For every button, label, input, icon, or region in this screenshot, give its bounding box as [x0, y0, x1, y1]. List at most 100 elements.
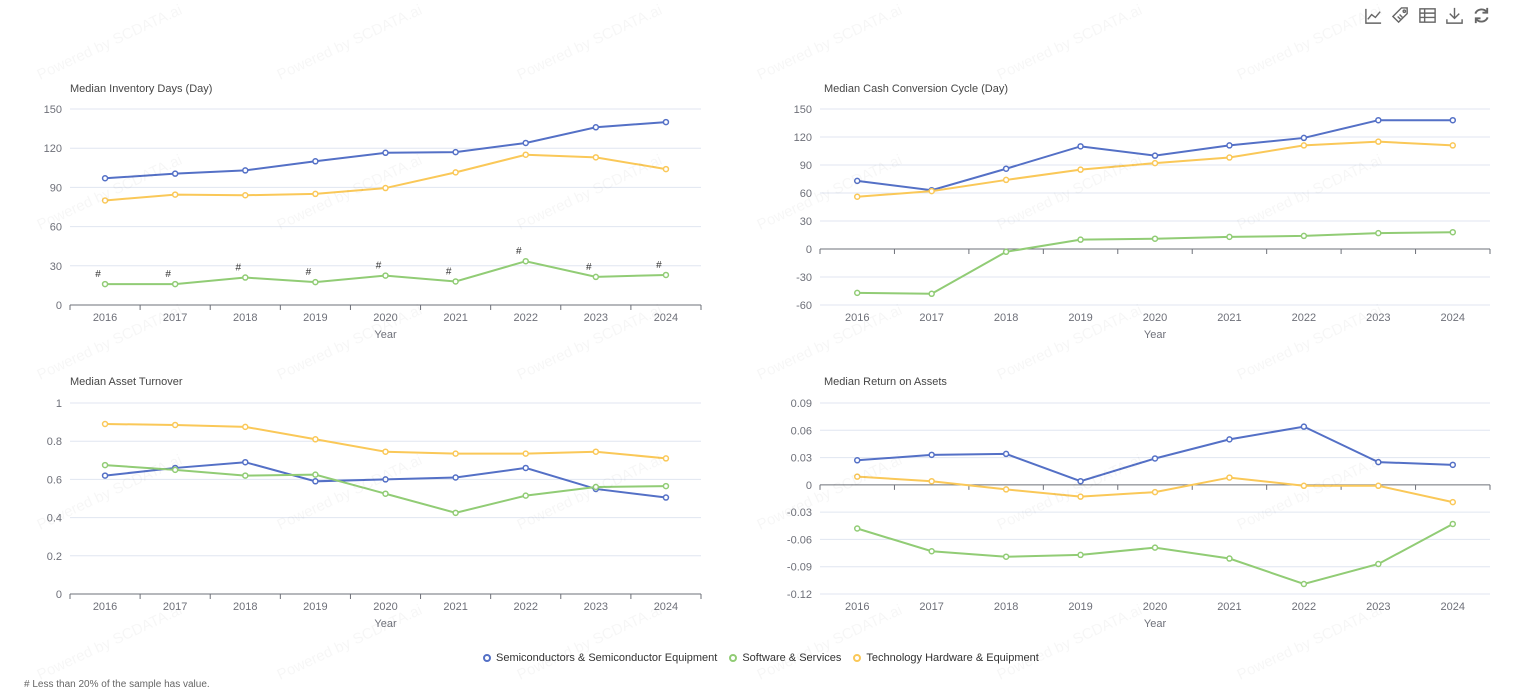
data-point [1226, 154, 1233, 161]
legend-item-software[interactable]: Software & Services [729, 652, 841, 664]
x-tick-label: 2022 [1292, 601, 1316, 613]
data-point [1226, 436, 1233, 443]
data-point [312, 436, 319, 443]
chart-title: Median Asset Turnover [70, 376, 183, 388]
y-tick-label: 0.2 [47, 551, 62, 563]
watermark-text: Powered by SCDATA.ai [275, 602, 425, 684]
data-point [853, 473, 861, 480]
data-point [242, 167, 249, 174]
watermark-text: Powered by SCDATA.ai [515, 602, 665, 684]
x-tick-label: 2018 [994, 601, 1018, 613]
data-label: # [656, 260, 662, 271]
data-point [662, 455, 670, 462]
data-point [522, 464, 529, 472]
data-point [1002, 486, 1010, 493]
watermark-text: Powered by SCDATA.ai [995, 2, 1145, 84]
data-point [1226, 555, 1233, 562]
data-point [171, 466, 179, 474]
x-tick-label: 2018 [233, 601, 257, 613]
refresh-icon[interactable] [1472, 6, 1491, 25]
x-tick-label: 2020 [1143, 601, 1167, 613]
data-point [1226, 142, 1233, 149]
x-tick-label: 2016 [845, 312, 869, 324]
data-point [592, 273, 600, 281]
data-point [1077, 166, 1084, 173]
y-tick-label: 1 [56, 398, 62, 410]
x-tick-label: 2018 [994, 312, 1018, 324]
watermark-text: Powered by SCDATA.ai [515, 452, 665, 534]
x-tick-label: 2021 [443, 312, 467, 324]
data-point [853, 457, 861, 464]
data-point [101, 461, 109, 469]
data-point [452, 509, 459, 517]
data-point [1375, 138, 1382, 145]
x-tick-label: 2017 [919, 601, 943, 613]
watermark-text: Powered by SCDATA.ai [755, 302, 905, 384]
y-tick-label: 120 [794, 132, 812, 144]
legend-label: Semiconductors & Semiconductor Equipment [496, 652, 718, 664]
data-point [242, 191, 249, 199]
legend-item-hardware[interactable]: Technology Hardware & Equipment [853, 652, 1039, 664]
download-icon[interactable] [1445, 6, 1464, 25]
line-chart-icon[interactable] [1364, 6, 1383, 25]
watermark-text: Powered by SCDATA.ai [755, 452, 905, 534]
data-point [522, 492, 529, 499]
watermark-text: Powered by SCDATA.ai [515, 152, 665, 234]
x-tick-label: 2022 [1292, 312, 1316, 324]
x-tick-label: 2016 [93, 601, 117, 613]
x-tick-label: 2022 [513, 601, 537, 613]
watermark: Powered by SCDATA.ai Powered by SCDATA.ai… [35, 2, 1385, 684]
data-point [101, 472, 109, 479]
x-tick-label: 2023 [1366, 601, 1390, 613]
x-axis-label: Year [374, 329, 397, 341]
data-point [662, 118, 670, 126]
data-point [312, 278, 319, 286]
data-point [1449, 142, 1457, 149]
legend: Semiconductors & Semiconductor Equipment… [483, 652, 1039, 664]
watermark-text: Powered by SCDATA.ai [995, 602, 1145, 684]
y-tick-label: 120 [44, 143, 62, 155]
data-point [1300, 580, 1308, 588]
data-point [101, 175, 109, 182]
data-label: # [446, 266, 452, 277]
x-tick-label: 2019 [303, 312, 327, 324]
data-table-icon[interactable] [1418, 6, 1437, 25]
x-tick-label: 2023 [1366, 312, 1390, 324]
data-point [312, 471, 319, 478]
data-point [1300, 134, 1308, 142]
y-tick-label: 90 [50, 182, 62, 194]
chart-4: Median Return on Assets -0.12 -0.09 -0.06 -0… [787, 376, 1491, 630]
watermark-text: Powered by SCDATA.ai [1235, 452, 1385, 534]
legend-item-semiconductors[interactable]: Semiconductors & Semiconductor Equipment [483, 652, 717, 664]
x-tick-label: 2024 [1441, 312, 1465, 324]
data-point [1375, 482, 1382, 490]
y-tick-label: 60 [50, 222, 62, 234]
y-tick-label: -0.09 [787, 562, 812, 574]
data-point [1375, 116, 1382, 124]
x-tick-label: 2016 [845, 601, 869, 613]
x-tick-label: 2024 [654, 601, 678, 613]
x-tick-label: 2024 [1441, 601, 1465, 613]
data-point [592, 448, 600, 455]
data-point [1449, 520, 1457, 528]
tag-icon[interactable] [1391, 6, 1410, 25]
x-tick-label: 2016 [93, 312, 117, 324]
data-point [928, 548, 935, 555]
x-axis-label: Year [1144, 329, 1167, 341]
data-point [1300, 142, 1308, 149]
series-line [856, 523, 1454, 586]
watermark-text: Powered by SCDATA.ai [35, 452, 185, 534]
legend-label: Technology Hardware & Equipment [866, 652, 1039, 664]
y-tick-label: 0.03 [791, 453, 812, 465]
x-axis-label: Year [1144, 618, 1167, 630]
data-point [171, 170, 179, 177]
watermark-text: Powered by SCDATA.ai [275, 452, 425, 534]
data-point [1449, 498, 1457, 506]
watermark-text: Powered by SCDATA.ai [995, 452, 1145, 534]
data-point [1300, 482, 1308, 490]
y-tick-label: 0.6 [47, 474, 62, 486]
data-point [382, 490, 389, 497]
data-point [1300, 232, 1308, 240]
y-tick-label: 0.4 [47, 513, 62, 525]
